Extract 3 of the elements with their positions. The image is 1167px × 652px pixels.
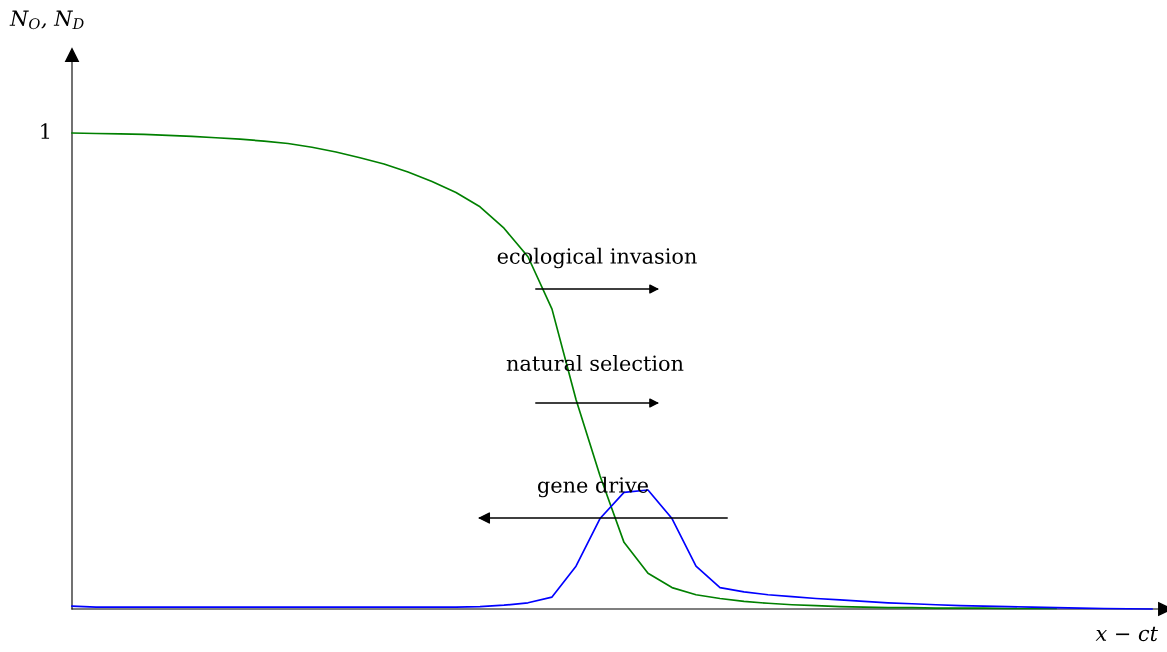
x-axis-title: x − ct (1095, 626, 1159, 642)
text: 1 (41, 123, 50, 139)
y-axis-title: N$_{O}$, N$_{D}$ (9, 10, 84, 30)
